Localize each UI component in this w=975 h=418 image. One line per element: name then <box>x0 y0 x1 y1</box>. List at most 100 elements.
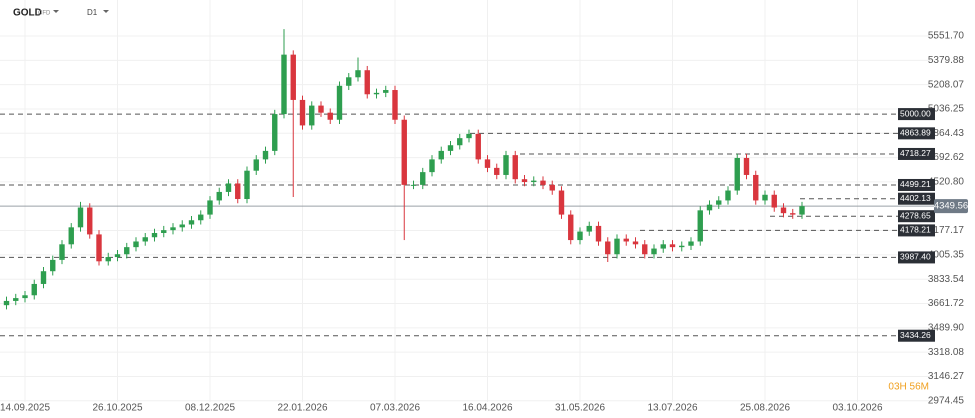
level-label-box <box>898 224 935 237</box>
level-label-box <box>898 210 935 223</box>
candle-body <box>614 238 620 255</box>
y-tick-label: 4692.62 <box>928 152 965 163</box>
x-tick-label: 13.07.2026 <box>647 403 697 414</box>
candle-body <box>13 298 19 301</box>
candle-body <box>420 172 426 185</box>
y-tick-label: 2974.45 <box>928 395 965 406</box>
level-label-box <box>898 147 935 160</box>
candle-body <box>531 180 537 183</box>
candle-body <box>50 259 56 272</box>
y-tick-label: 5379.88 <box>928 55 965 66</box>
y-tick-label: 3146.27 <box>928 371 965 382</box>
candle-body <box>114 254 121 258</box>
candle-body <box>355 70 361 78</box>
candle-body <box>780 207 787 214</box>
candle-body <box>40 271 47 284</box>
candle-body <box>688 241 694 246</box>
candle-body <box>31 283 37 296</box>
candle-body <box>124 247 130 255</box>
candle-body <box>253 159 259 171</box>
level-label: 4863.89 <box>900 128 931 138</box>
candle-body <box>170 227 176 231</box>
instrument: CFD <box>38 11 51 17</box>
interval[interactable]: D1 <box>87 8 98 17</box>
candle-body <box>790 213 796 215</box>
symbol[interactable]: GOLD <box>13 8 42 19</box>
candle-body <box>706 204 713 211</box>
symbol-dropdown[interactable] <box>53 10 59 13</box>
candle-body <box>494 167 500 175</box>
candle-body <box>558 190 565 215</box>
candle-body <box>503 155 509 175</box>
candle-body <box>540 180 546 185</box>
candle-body <box>327 112 333 120</box>
candle-body <box>595 225 602 242</box>
candle-body <box>743 157 750 175</box>
candle-body <box>568 214 574 241</box>
candle-body <box>605 241 611 255</box>
candle-body <box>429 159 435 173</box>
candle-body <box>188 220 195 225</box>
candle-body <box>401 119 407 185</box>
candle-body <box>262 150 269 160</box>
candle-body <box>87 207 93 235</box>
level-label: 4402.13 <box>900 193 931 203</box>
x-tick-label: 03.10.2026 <box>832 403 882 414</box>
candle-body <box>225 183 232 192</box>
candle-body <box>577 231 583 241</box>
candle-body <box>753 174 759 201</box>
level-label-box <box>898 108 935 121</box>
y-tick-label: 3318.08 <box>928 347 965 358</box>
candle-body <box>586 225 592 232</box>
x-tick-label: 26.10.2025 <box>92 403 142 414</box>
candle-body <box>235 183 241 200</box>
candle-body <box>290 54 296 100</box>
candle-body <box>59 244 65 260</box>
candle-body <box>22 295 28 299</box>
x-tick-label: 25.08.2026 <box>740 403 790 414</box>
x-tick-label: 14.09.2025 <box>0 403 50 414</box>
candle-body <box>771 194 777 208</box>
candle-body <box>669 244 676 248</box>
candle-body <box>725 190 731 201</box>
candle-body <box>512 155 518 180</box>
last-price-label: 4349.56 <box>934 201 968 212</box>
level-label-box <box>898 178 935 191</box>
candle-body <box>133 241 139 248</box>
interval-dropdown[interactable] <box>103 10 109 13</box>
y-tick-label: 5208.07 <box>928 79 965 90</box>
level-label: 4178.21 <box>900 225 931 235</box>
candle-body <box>679 245 685 248</box>
candle-body <box>447 145 454 151</box>
x-tick-label: 22.01.2026 <box>277 403 327 414</box>
y-tick-label: 3833.54 <box>928 274 965 285</box>
candle-body <box>623 238 629 242</box>
y-tick-label: 3661.72 <box>928 298 965 309</box>
candle-body <box>466 133 472 139</box>
candle-body <box>521 179 528 183</box>
candle-body <box>281 54 287 115</box>
candle-body <box>77 207 84 228</box>
grid <box>0 0 935 402</box>
candle-body <box>383 90 389 93</box>
candle-body <box>651 248 657 255</box>
candle-body <box>272 114 278 151</box>
y-tick-label: 5036.25 <box>928 104 965 115</box>
candle-body <box>660 244 666 249</box>
countdown: 03H 56M <box>888 382 929 393</box>
x-tick-label: 31.05.2026 <box>555 403 605 414</box>
candle-body <box>373 92 380 95</box>
candle-body <box>346 77 352 86</box>
level-label: 4499.21 <box>900 179 931 189</box>
level-label-box <box>898 251 935 264</box>
candle-body <box>716 200 722 205</box>
y-tick-label: 4005.35 <box>928 250 965 261</box>
candle-body <box>549 184 555 191</box>
candle-body <box>309 105 315 126</box>
candle-body <box>642 244 648 255</box>
level-label-box <box>898 192 935 205</box>
y-tick-label: 4864.43 <box>928 128 965 139</box>
x-tick-label: 07.03.2026 <box>370 403 420 414</box>
level-label-box <box>898 329 935 342</box>
candle-body <box>105 257 111 262</box>
